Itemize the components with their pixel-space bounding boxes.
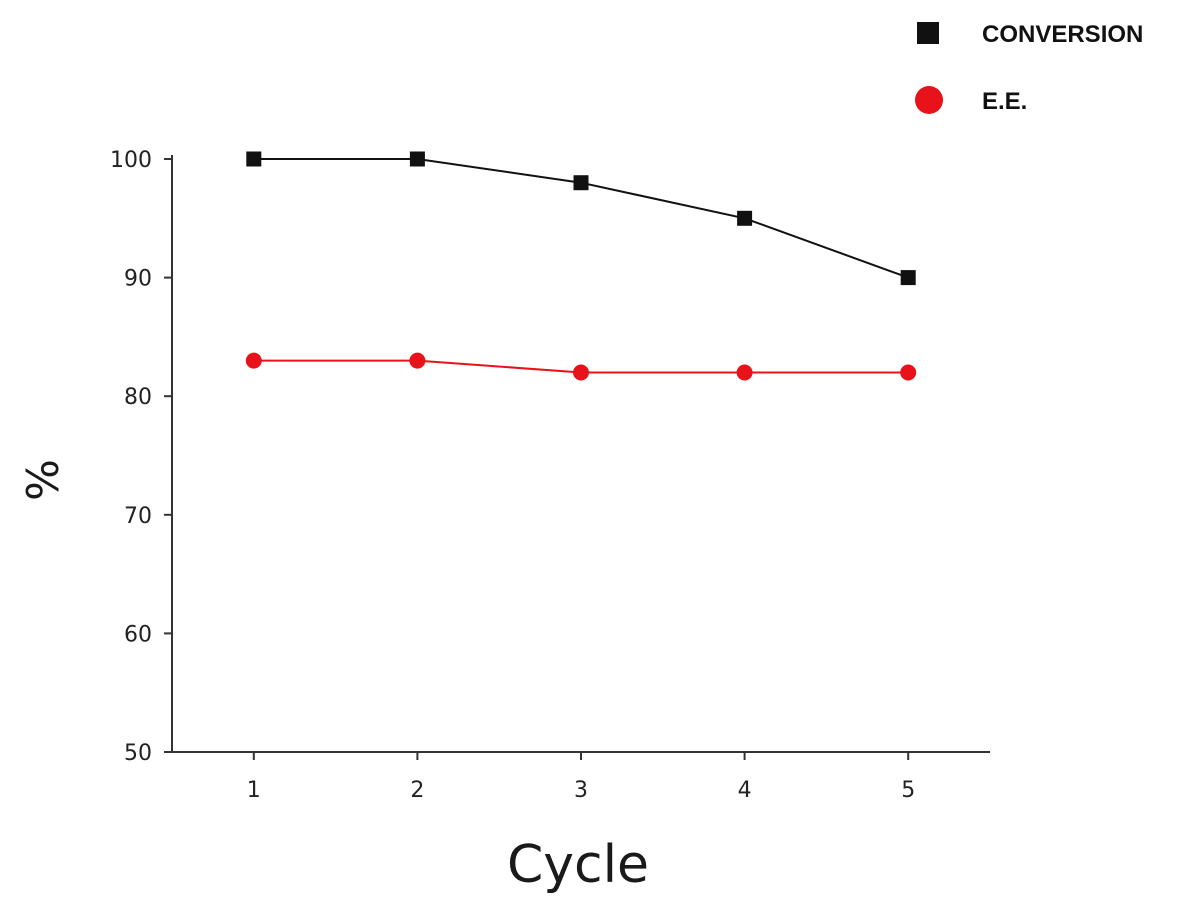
y-tick-label: 90 <box>124 267 152 292</box>
y-tick-label: 100 <box>110 148 152 173</box>
series-ee <box>245 352 917 381</box>
x-tick-label: 4 <box>738 778 752 803</box>
y-axis-title: % <box>18 459 69 501</box>
x-axis-ticks: 1 2 3 4 5 <box>247 752 915 803</box>
y-axis-ticks: 50 60 70 80 90 100 <box>110 148 172 766</box>
legend-label-ee: E.E. <box>982 88 1027 115</box>
legend-label-conversion: CONVERSION <box>982 21 1143 48</box>
data-point-square <box>573 175 589 191</box>
data-point-square <box>246 151 262 167</box>
series-conversion <box>246 151 916 286</box>
data-point-circle <box>409 352 426 369</box>
x-tick-label: 2 <box>410 778 424 803</box>
legend: CONVERSION E.E. <box>915 21 1143 115</box>
legend-item-ee: E.E. <box>915 86 1027 115</box>
x-tick-label: 1 <box>247 778 261 803</box>
data-point-square <box>737 210 753 226</box>
x-tick-label: 5 <box>901 778 915 803</box>
data-point-circle <box>573 364 589 381</box>
data-point-square <box>409 151 425 167</box>
y-tick-label: 60 <box>124 622 152 647</box>
data-point-circle <box>900 364 917 381</box>
y-tick-label: 50 <box>124 741 152 766</box>
x-tick-label: 3 <box>574 778 588 803</box>
legend-marker-circle <box>915 86 943 114</box>
y-tick-label: 70 <box>124 504 152 529</box>
data-point-circle <box>245 352 262 369</box>
series-layer <box>245 151 917 381</box>
x-axis-title: Cycle <box>507 835 649 895</box>
legend-item-conversion: CONVERSION <box>917 21 1143 48</box>
data-point-circle <box>736 364 753 381</box>
data-point-square <box>900 270 916 286</box>
y-tick-label: 80 <box>124 385 152 410</box>
legend-marker-square <box>917 22 939 44</box>
